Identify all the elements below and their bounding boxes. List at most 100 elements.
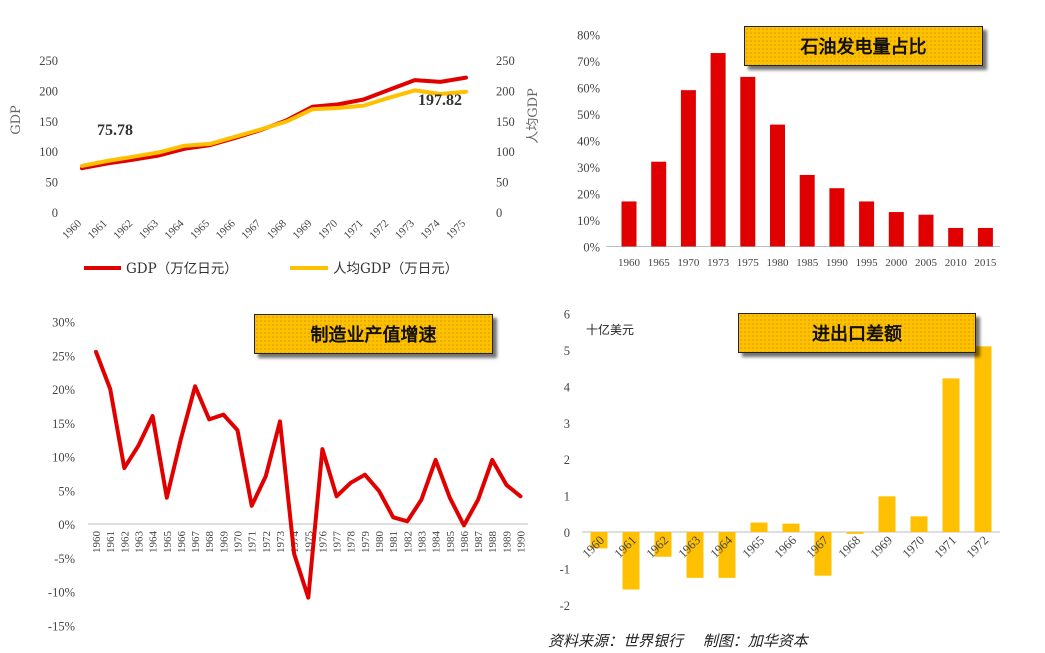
right-y-tick: 0 [496,206,502,220]
x-tick-label: 2010 [945,257,968,269]
x-tick-label: 1966 [214,217,238,241]
x-tick-label: 1975 [737,257,760,269]
y-tick-label: -1 [560,562,570,576]
bar [770,124,785,247]
right-y-tick: 150 [496,115,515,129]
x-tick-label: 1977 [332,531,344,554]
y-tick-label: 30% [577,161,600,175]
x-tick-label: 1980 [374,531,386,554]
annotation-start-value: 75.78 [97,122,133,139]
bar [977,227,993,247]
bar [814,532,832,576]
x-tick-label: 1972 [261,531,273,553]
bar [654,532,672,557]
x-tick-label: 1969 [218,531,230,554]
bar [680,90,696,247]
bar [710,53,726,247]
bar [846,532,864,534]
x-tick-label: 1970 [900,533,928,561]
y-tick-label: 20% [52,383,75,397]
trade-chart-title: 进出口差额 [738,313,976,353]
x-tick-label: 1966 [772,533,800,561]
x-tick-label: 1963 [137,217,161,241]
right-y-tick: 200 [496,84,515,98]
x-tick-label: 1985 [445,531,457,554]
oil-chart-title: 石油发电量占比 [744,26,983,66]
series-line-gdp-per-capita [80,88,468,168]
x-tick-label: 1972 [367,218,391,242]
x-tick-label: 1963 [133,531,145,554]
bar [878,496,896,532]
bar [948,227,964,247]
x-tick-label: 1990 [516,531,528,554]
manufacturing-growth-line-chart: -15%-10%-5%0%5%10%15%20%25%30%1960 1961 19… [48,316,528,633]
x-tick-label: 1971 [247,531,259,553]
y-tick-label: 0 [564,526,570,540]
y-tick-label: 30% [52,316,75,330]
y-tick-label: 80% [577,29,600,43]
legend-label-gdp: GDP（万亿日元） [126,261,238,277]
x-tick-label: 1985 [796,257,819,269]
y-tick-label: -5% [54,552,75,566]
bar [750,522,768,532]
y-tick-label: 40% [577,135,600,149]
x-tick-label: 1989 [501,531,513,554]
right-y-label: 人均GDP [526,88,541,144]
bar [621,201,637,247]
x-tick-label: 1960 [618,257,641,269]
x-tick-label: 1978 [346,531,358,554]
x-tick-label: 1969 [868,533,896,561]
x-tick-label: 1970 [316,217,340,241]
x-tick-label: 1972 [964,533,992,561]
x-tick-label: 1969 [290,217,314,241]
x-tick-label: 1965 [740,533,768,561]
x-tick-label: 1984 [431,531,443,554]
y-tick-label: 15% [52,417,75,431]
manufacturing-chart-title: 制造业产值增速 [254,314,493,354]
right-y-tick: 100 [496,145,515,159]
y-tick-label: -10% [48,586,75,600]
bar [859,201,875,247]
x-tick-label: 1967 [239,217,263,241]
x-tick-label: 1980 [767,257,790,269]
x-tick-label: 1970 [677,257,700,269]
y-tick-label: 70% [577,55,600,69]
y-tick-label: 4 [564,380,571,394]
y-tick-label: 10% [577,214,600,228]
x-tick-label: 1965 [648,257,671,269]
x-tick-label: 1967 [190,531,202,554]
annotation-end-value: 197.82 [418,92,462,109]
oil-power-bar-chart: 0% 10% 20% 30% 40% 50% 60% 70% 80% 1960 1965 1970 19… [577,29,1000,269]
y-tick-label: 6 [564,308,570,322]
x-tick-label: 1965 [188,217,212,241]
left-y-label: GDP [9,105,24,135]
bar [651,161,667,247]
y-tick-label: 50% [577,108,600,122]
bar [782,523,800,532]
bar [918,214,934,247]
x-tick-label: 1965 [162,531,174,554]
y-tick-label: 2 [564,453,570,467]
x-tick-label: 1981 [388,531,400,553]
x-tick-label: 1975 [444,217,468,241]
y-tick-label: 0% [583,241,600,255]
left-y-tick: 0 [52,206,58,220]
x-tick-label: 1990 [826,257,849,269]
left-y-tick: 50 [46,176,59,190]
x-tick-label: 1964 [148,531,160,554]
y-tick-label: 25% [52,349,75,363]
x-tick-label: 1987 [473,531,485,554]
y-tick-label: 5 [564,344,570,358]
x-tick-label: 1979 [360,531,372,554]
bar [590,532,608,549]
unit-label: 十亿美元 [586,322,634,337]
bar [740,76,756,247]
bar [686,532,704,578]
x-tick-label: 1973 [707,257,730,269]
x-tick-label: 1971 [932,533,960,561]
x-tick-label: 1961 [105,531,117,553]
bar [888,212,904,247]
x-tick-label: 1970 [233,531,245,554]
